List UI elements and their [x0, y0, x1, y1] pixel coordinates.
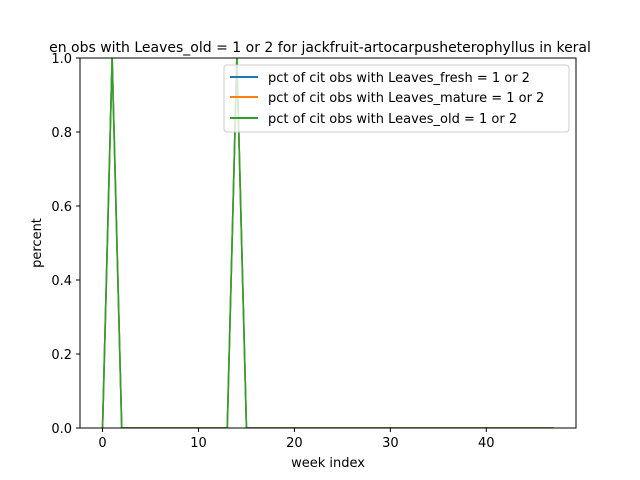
y-tick-label-5: 1.0 — [51, 52, 72, 67]
y-axis-label: percent — [30, 218, 45, 268]
plot-frame — [79, 57, 577, 429]
x-tick-label-2: 20 — [286, 436, 303, 451]
legend-box — [223, 64, 570, 133]
y-tick-label-3: 0.6 — [51, 200, 72, 215]
x-tick-label-0: 0 — [98, 436, 106, 451]
y-tick-label-1: 0.2 — [51, 348, 72, 363]
y-axis: 0.0 0.2 0.4 0.6 0.8 1.0 — [51, 52, 80, 437]
legend-label-leaves-old: pct of cit obs with Leaves_old = 1 or 2 — [268, 112, 517, 127]
legend-label-leaves-fresh: pct of cit obs with Leaves_fresh = 1 or … — [268, 71, 530, 86]
y-tick-label-0: 0.0 — [51, 422, 72, 437]
chart-title: en obs with Leaves_old = 1 or 2 for jack… — [49, 40, 591, 56]
x-axis-label: week index — [291, 456, 365, 471]
x-tick-label-3: 30 — [382, 436, 399, 451]
legend: pct of cit obs with Leaves_fresh = 1 or … — [223, 64, 570, 133]
x-tick-label-4: 40 — [478, 436, 495, 451]
y-tick-label-2: 0.4 — [51, 274, 72, 289]
legend-label-leaves-mature: pct of cit obs with Leaves_mature = 1 or… — [268, 91, 544, 106]
y-tick-label-4: 0.8 — [51, 126, 72, 141]
x-tick-label-1: 10 — [190, 436, 207, 451]
x-axis: 0 10 20 30 40 — [98, 428, 495, 451]
